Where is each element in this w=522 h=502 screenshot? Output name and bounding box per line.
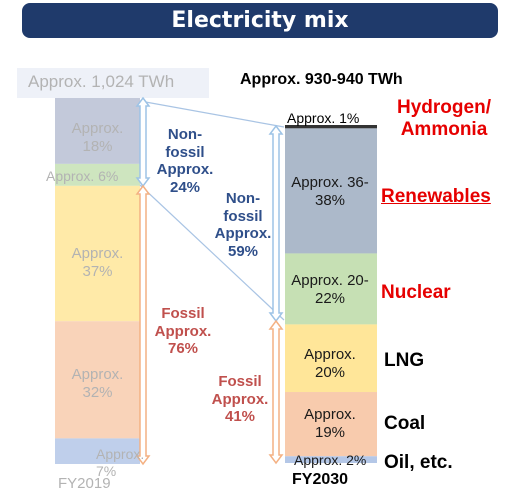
total-2019-box [17,68,209,98]
legend-nuclear: Nuclear [381,282,451,303]
bar-fy2030-oil [285,456,377,463]
label-2030-lng: Approx. 20% [304,346,356,381]
label-2019-oil: Approx. 7% [96,446,145,479]
legend-lng: LNG [384,350,425,371]
label-2019-nuclear: Approx. 6% [46,168,119,184]
group-2019-nonfossil: Non- fossil Approx. 24% [156,126,214,197]
bar-fy2030-hydrogen [285,125,377,129]
legend-hydrogen: Hydrogen/ Ammonia [397,97,491,141]
label-2019-renewables: Approx. 18% [71,120,124,155]
bar-fy2030-lng [285,324,377,393]
group-2030-nonfossil: Non- fossil Approx. 59% [214,190,272,261]
total-2019-label: Approx. 1,024 TWh [28,72,175,91]
connector-line-lower [139,184,285,321]
bar-fy2019-coal [55,321,140,439]
connector-line-upper [139,100,285,128]
category-fy2030: FY2030 [292,471,349,488]
bar-fy2019-lng [55,185,140,322]
chart-title: Electricity mix [22,3,498,38]
label-2030-hydrogen: Approx. 1% [287,110,360,126]
bar-fy2019-renewables [55,98,140,164]
label-2030-coal: Approx. 19% [304,406,356,441]
label-2019-coal: Approx. 32% [71,366,124,401]
label-2030-oil: Approx. 2% [294,452,367,468]
arrow-fossil-2019 [135,184,151,466]
label-2030-nuclear: Approx. 20-22% [291,272,369,307]
label-2030-renewables: Approx. 36-38% [291,174,369,209]
total-2030-label: Approx. 930-940 TWh [240,71,403,88]
group-2030-fossil: Fossil Approx. 41% [211,373,269,426]
bar-fy2019-oil [55,438,140,464]
legend-coal: Coal [384,413,426,434]
bar-fy2030-nuclear [285,253,377,325]
bar-fy2019-nuclear [55,163,140,186]
legend-renewables: Renewables [381,186,491,207]
arrow-fossil-2030 [268,319,284,465]
label-2019-lng: Approx. 37% [71,245,124,280]
group-2019-fossil: Fossil Approx. 76% [154,305,212,358]
bar-fy2030-renewables [285,128,377,254]
category-fy2019: FY2019 [58,475,111,492]
bar-fy2030-coal [285,392,377,457]
legend-oil: Oil, etc. [384,452,453,473]
